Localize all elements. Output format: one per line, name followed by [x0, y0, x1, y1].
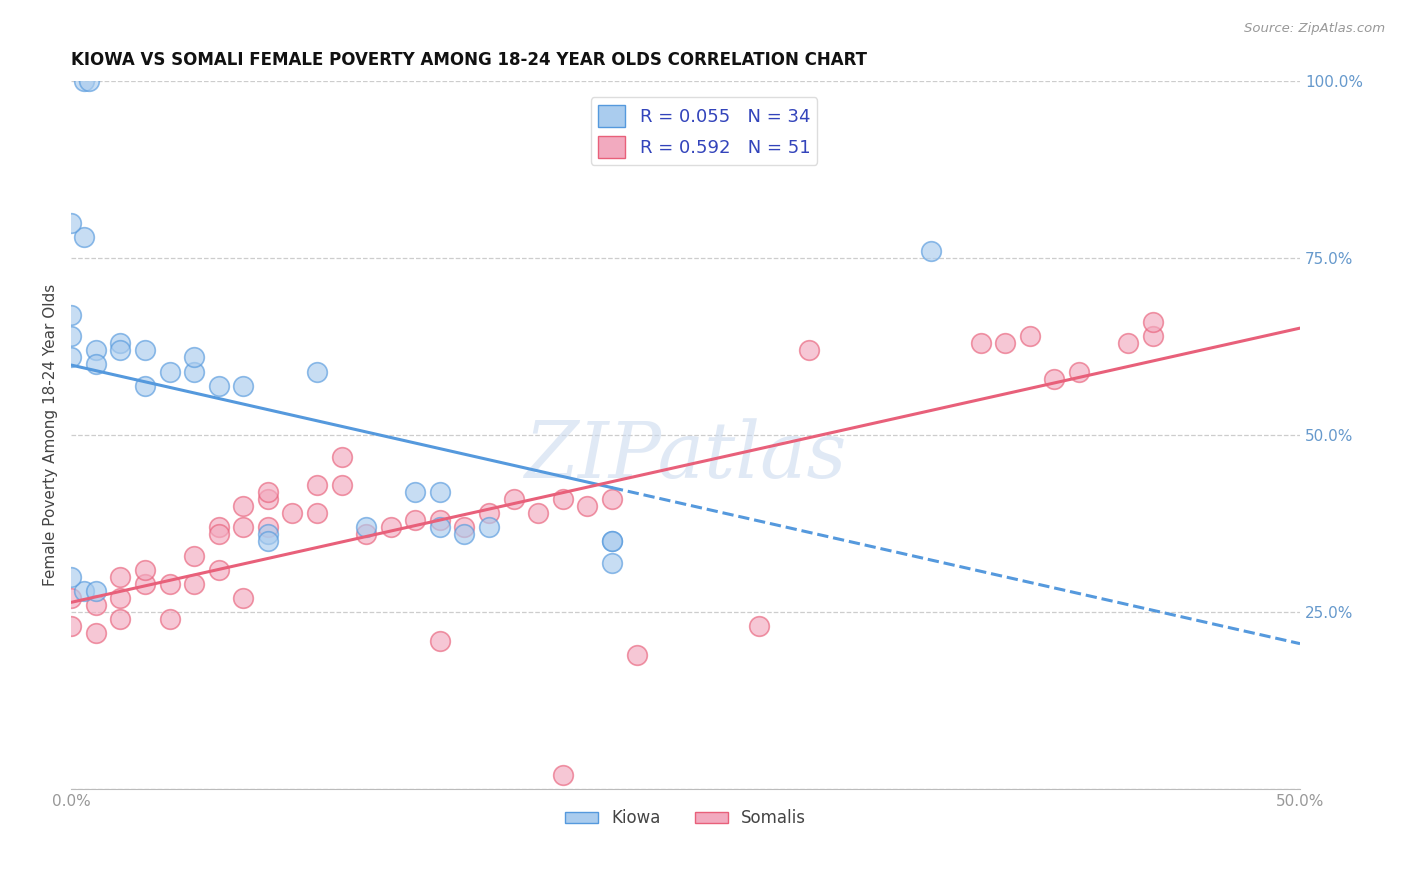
- Point: [969, 336, 991, 351]
- Point: [600, 534, 623, 549]
- Point: [257, 484, 280, 499]
- Point: [208, 520, 231, 534]
- Point: [281, 506, 304, 520]
- Point: [183, 351, 205, 365]
- Point: [600, 491, 623, 506]
- Point: [77, 74, 100, 88]
- Point: [183, 549, 205, 563]
- Point: [257, 491, 280, 506]
- Point: [84, 584, 107, 599]
- Text: KIOWA VS SOMALI FEMALE POVERTY AMONG 18-24 YEAR OLDS CORRELATION CHART: KIOWA VS SOMALI FEMALE POVERTY AMONG 18-…: [72, 51, 868, 69]
- Point: [920, 244, 942, 259]
- Point: [1116, 336, 1139, 351]
- Point: [110, 343, 132, 358]
- Point: [208, 527, 231, 541]
- Point: [84, 358, 107, 372]
- Point: [159, 612, 181, 626]
- Point: [307, 506, 329, 520]
- Point: [797, 343, 820, 358]
- Point: [232, 520, 254, 534]
- Point: [72, 584, 94, 599]
- Point: [404, 484, 426, 499]
- Point: [994, 336, 1017, 351]
- Point: [134, 577, 156, 591]
- Point: [307, 365, 329, 379]
- Point: [1067, 365, 1090, 379]
- Point: [60, 216, 83, 230]
- Point: [600, 534, 623, 549]
- Point: [748, 619, 770, 633]
- Point: [257, 534, 280, 549]
- Point: [110, 336, 132, 351]
- Point: [134, 378, 156, 392]
- Point: [551, 491, 574, 506]
- Point: [257, 527, 280, 541]
- Point: [453, 520, 475, 534]
- Point: [354, 520, 377, 534]
- Point: [60, 570, 83, 584]
- Point: [84, 626, 107, 640]
- Point: [84, 598, 107, 612]
- Point: [72, 230, 94, 244]
- Point: [453, 527, 475, 541]
- Point: [551, 768, 574, 782]
- Point: [527, 506, 550, 520]
- Point: [429, 484, 451, 499]
- Point: [502, 491, 524, 506]
- Point: [208, 563, 231, 577]
- Point: [330, 478, 353, 492]
- Point: [478, 520, 501, 534]
- Point: [183, 577, 205, 591]
- Point: [60, 619, 83, 633]
- Point: [429, 520, 451, 534]
- Point: [478, 506, 501, 520]
- Point: [60, 351, 83, 365]
- Point: [1142, 315, 1164, 329]
- Point: [110, 570, 132, 584]
- Point: [72, 74, 94, 88]
- Point: [257, 520, 280, 534]
- Point: [1018, 329, 1040, 343]
- Y-axis label: Female Poverty Among 18-24 Year Olds: Female Poverty Among 18-24 Year Olds: [44, 285, 58, 586]
- Legend: Kiowa, Somalis: Kiowa, Somalis: [558, 803, 813, 834]
- Point: [110, 612, 132, 626]
- Point: [626, 648, 648, 662]
- Point: [159, 365, 181, 379]
- Point: [110, 591, 132, 606]
- Point: [354, 527, 377, 541]
- Point: [404, 513, 426, 527]
- Point: [84, 343, 107, 358]
- Point: [1043, 371, 1066, 385]
- Point: [429, 513, 451, 527]
- Text: ZIPatlas: ZIPatlas: [524, 418, 846, 495]
- Point: [134, 563, 156, 577]
- Point: [60, 329, 83, 343]
- Point: [134, 343, 156, 358]
- Point: [60, 591, 83, 606]
- Point: [232, 499, 254, 513]
- Point: [232, 378, 254, 392]
- Point: [208, 378, 231, 392]
- Point: [380, 520, 402, 534]
- Point: [232, 591, 254, 606]
- Point: [1142, 329, 1164, 343]
- Point: [307, 478, 329, 492]
- Point: [159, 577, 181, 591]
- Point: [60, 308, 83, 322]
- Point: [183, 365, 205, 379]
- Point: [429, 633, 451, 648]
- Point: [576, 499, 599, 513]
- Point: [600, 556, 623, 570]
- Point: [330, 450, 353, 464]
- Text: Source: ZipAtlas.com: Source: ZipAtlas.com: [1244, 22, 1385, 36]
